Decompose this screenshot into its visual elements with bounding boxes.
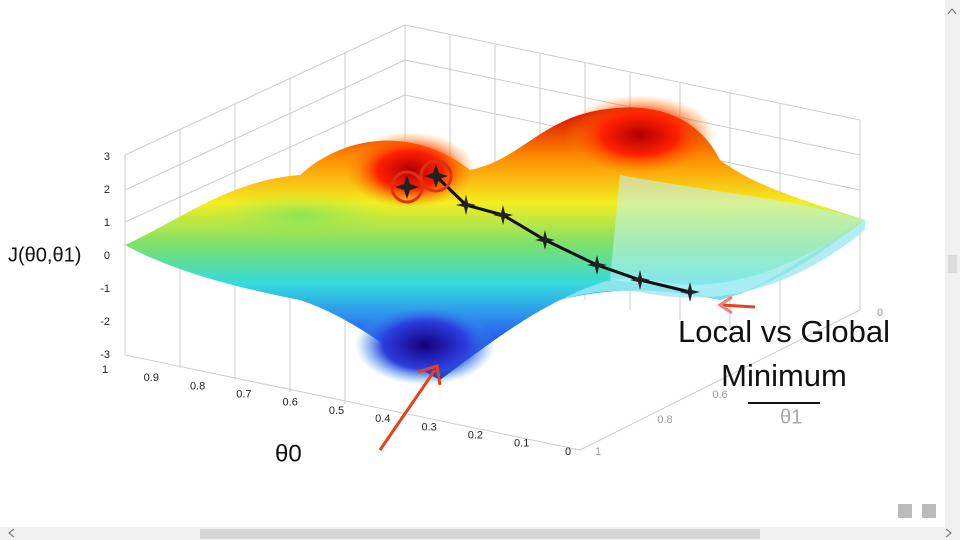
theta1-label: θ1 [780, 406, 802, 428]
theta0-tick-label: 0.6 [283, 397, 298, 409]
caption-line: Minimum [721, 358, 847, 393]
caption-line: Local vs Global [678, 314, 890, 349]
theta0-tick-label: 0.4 [375, 413, 390, 425]
theta1-tick-label: 0.8 [657, 414, 672, 426]
scroll-up[interactable] [947, 8, 957, 15]
theta0-tick-label: 1 [102, 364, 108, 376]
theta1-tick-label: 0.6 [712, 389, 727, 401]
scroll-thumb[interactable] [948, 255, 957, 273]
scroll-left[interactable] [8, 528, 15, 538]
z-axis-label: J(θ0,θ1) [8, 244, 81, 266]
z-tick-label: -1 [100, 283, 110, 295]
z-tick-label: 0 [104, 250, 110, 262]
theta0-tick-label: 0.8 [190, 380, 205, 392]
scroll-right[interactable] [945, 528, 952, 538]
scroll-thumb[interactable] [200, 529, 760, 539]
theta0-label: θ0 [275, 440, 302, 467]
theta0-tick-label: 0.3 [421, 421, 436, 433]
z-tick-label: -3 [100, 349, 110, 361]
descent-path [390, 159, 700, 302]
z-tick-label: 3 [104, 151, 110, 163]
zoom-out[interactable] [898, 504, 912, 518]
theta0-tick-label: 0.7 [236, 389, 251, 401]
theta0-tick-label: 0.9 [144, 372, 159, 384]
theta0-tick-label: 0.1 [514, 438, 529, 450]
theta1-tick-label: 0 [877, 307, 883, 319]
z-tick-label: 1 [104, 217, 110, 229]
theta1-tick-label: 1 [595, 446, 601, 458]
theta0-tick-label: 0.5 [329, 405, 344, 417]
z-tick-label: -2 [100, 316, 110, 328]
zoom-in[interactable] [922, 504, 936, 518]
theta0-tick-label: 0.2 [468, 430, 483, 442]
theta0-tick-label: 0 [565, 446, 571, 458]
z-tick-label: 2 [104, 184, 110, 196]
arrows [378, 295, 756, 451]
surface [125, 95, 865, 385]
